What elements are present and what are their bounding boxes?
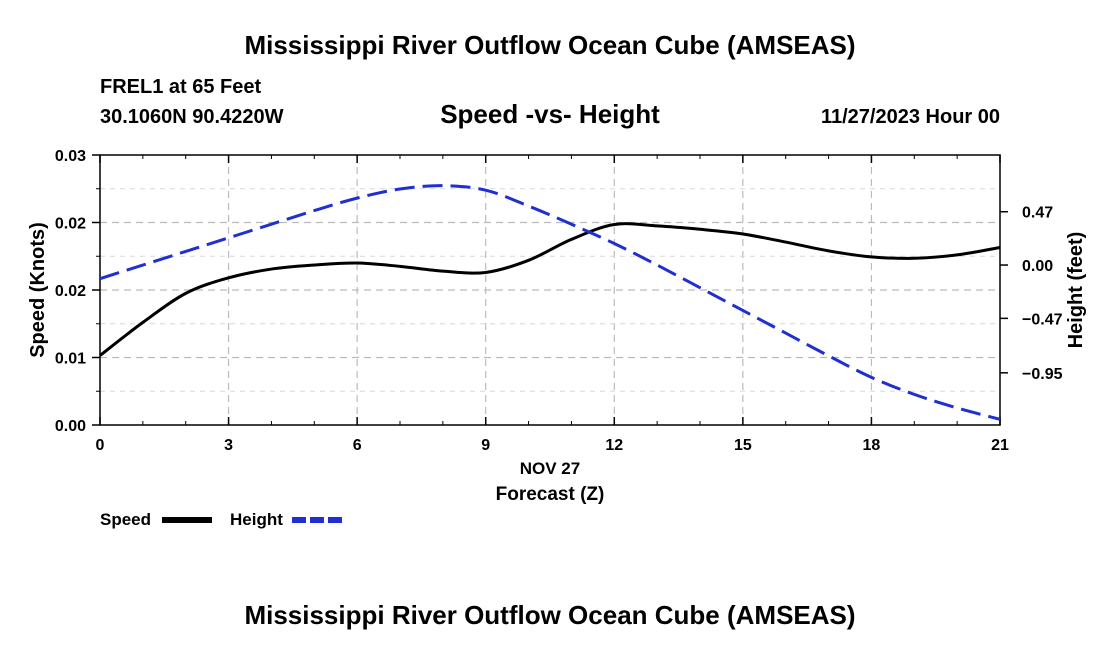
y-left-tick-label: 0.02 <box>55 216 86 233</box>
y-left-tick-label: 0.00 <box>55 418 86 435</box>
page-title: Mississippi River Outflow Ocean Cube (AM… <box>244 30 856 60</box>
series-line-height <box>99 184 1001 421</box>
x-tick-label: 18 <box>863 437 881 454</box>
legend: Speed Height <box>100 510 342 529</box>
y-right-tick-label: 0.47 <box>1022 205 1053 222</box>
series-line-speed <box>99 222 1001 357</box>
x-tick-label: 15 <box>734 437 752 454</box>
x-axis-title: Forecast (Z) <box>496 484 605 505</box>
speed-height-chart: 0 3 6 9 12 15 18 21 0.00 0.01 0.02 0.02 0.03 −0.95 −0.… <box>27 148 1087 529</box>
y-axis-right-title: Height (feet) <box>1065 232 1087 349</box>
x-tick-label: 21 <box>991 437 1009 454</box>
y-axis-left-title: Speed (Knots) <box>27 222 49 358</box>
series-lines <box>99 184 1001 421</box>
date-label: 11/27/2023 Hour 00 <box>820 106 1000 128</box>
x-tick-label: 0 <box>96 437 105 454</box>
x-axis-date-label: NOV 27 <box>520 459 580 478</box>
y-right-tick-label: −0.95 <box>1022 366 1063 383</box>
legend-height-label: Height <box>230 510 283 529</box>
x-tick-label: 3 <box>224 437 233 454</box>
y-left-tick-label: 0.03 <box>55 148 86 165</box>
y-left-tick-label: 0.01 <box>55 351 86 368</box>
page-title-bottom: Mississippi River Outflow Ocean Cube (AM… <box>244 600 856 630</box>
x-tick-label: 12 <box>605 437 623 454</box>
chart-title: Speed -vs- Height <box>440 99 660 129</box>
legend-speed-label: Speed <box>100 510 151 529</box>
x-tick-label: 9 <box>481 437 490 454</box>
coordinates-label: 30.1060N 90.4220W <box>100 106 284 128</box>
axis-ticks <box>92 154 1008 426</box>
tick-labels: 0 3 6 9 12 15 18 21 0.00 0.01 0.02 0.02 0.03 −0.95 −0.… <box>55 148 1063 454</box>
y-right-tick-label: 0.00 <box>1022 258 1053 275</box>
y-right-tick-label: −0.47 <box>1022 311 1063 328</box>
x-tick-label: 6 <box>353 437 362 454</box>
station-label: FREL1 at 65 Feet <box>100 76 262 98</box>
y-left-tick-label: 0.02 <box>55 283 86 300</box>
grid <box>100 155 1000 425</box>
